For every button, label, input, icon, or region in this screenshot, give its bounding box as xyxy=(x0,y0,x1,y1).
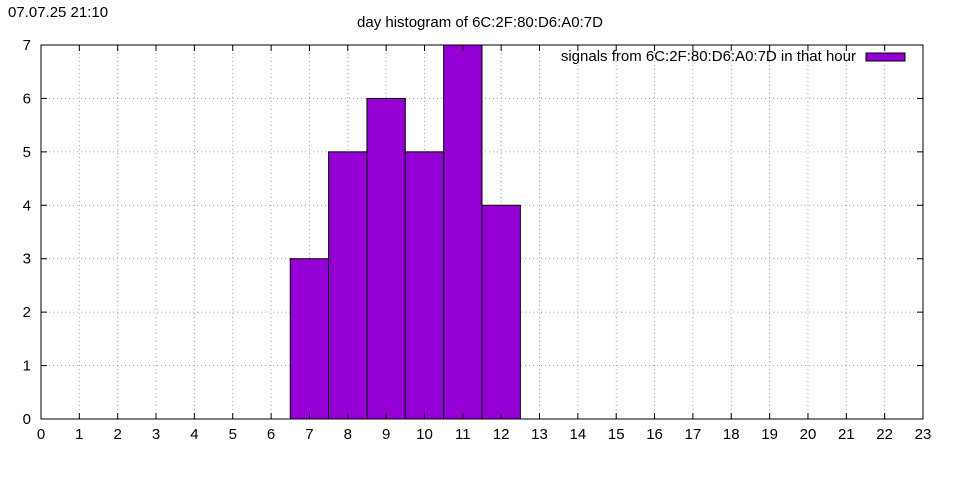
x-tick-label: 4 xyxy=(190,426,198,443)
x-tick-label: 7 xyxy=(305,426,313,443)
x-tick-label: 3 xyxy=(152,426,160,443)
x-tick-label: 2 xyxy=(114,426,122,443)
y-tick-label: 7 xyxy=(23,37,31,54)
bar-hour-8 xyxy=(328,151,368,420)
timestamp: 07.07.25 21:10 xyxy=(8,4,109,21)
x-tick-label: 6 xyxy=(267,426,275,443)
x-tick-label: 20 xyxy=(800,426,817,443)
x-tick-label: 18 xyxy=(723,426,740,443)
legend-label: signals from 6C:2F:80:D6:A0:7D in that h… xyxy=(561,48,856,65)
x-tick-label: 5 xyxy=(229,426,237,443)
y-tick-label: 3 xyxy=(23,251,31,268)
x-tick-label: 0 xyxy=(37,426,45,443)
bar-hour-9 xyxy=(366,97,406,420)
x-tick-label: 9 xyxy=(382,426,390,443)
x-tick-label: 1 xyxy=(75,426,83,443)
x-tick-label: 10 xyxy=(416,426,433,443)
bars xyxy=(289,44,521,420)
x-tick-label: 23 xyxy=(915,426,932,443)
y-tick-label: 4 xyxy=(23,197,31,214)
bar-hour-10 xyxy=(404,151,445,420)
plot-border xyxy=(40,44,924,420)
x-tick-label: 11 xyxy=(455,426,471,443)
bar-hour-11 xyxy=(443,44,483,420)
y-tick-label: 6 xyxy=(23,90,31,107)
bar-hour-7 xyxy=(289,258,330,420)
x-tick-label: 13 xyxy=(531,426,548,443)
x-tick-label: 16 xyxy=(646,426,663,443)
x-tick-label: 14 xyxy=(570,426,587,443)
y-tick-label: 5 xyxy=(23,144,31,161)
x-tick-label: 12 xyxy=(493,426,510,443)
bar-hour-12 xyxy=(481,204,521,420)
legend: signals from 6C:2F:80:D6:A0:7D in that h… xyxy=(561,48,906,65)
chart-title: day histogram of 6C:2F:80:D6:A0:7D xyxy=(357,14,603,31)
x-tick-label: 21 xyxy=(838,426,855,443)
y-tick-label: 1 xyxy=(23,358,31,375)
x-tick-label: 17 xyxy=(685,426,702,443)
x-tick-label: 8 xyxy=(344,426,352,443)
axes: 0 1 2 3 4 5 6 7 8 9 10 11 12 13 14 15 16 17 18 19 20 21 22 2301… xyxy=(23,37,932,443)
x-tick-label: 15 xyxy=(608,426,625,443)
y-tick-label: 2 xyxy=(23,304,31,321)
x-tick-label: 22 xyxy=(876,426,893,443)
y-tick-label: 0 xyxy=(23,411,31,428)
legend-swatch xyxy=(865,52,906,62)
x-tick-label: 19 xyxy=(761,426,778,443)
